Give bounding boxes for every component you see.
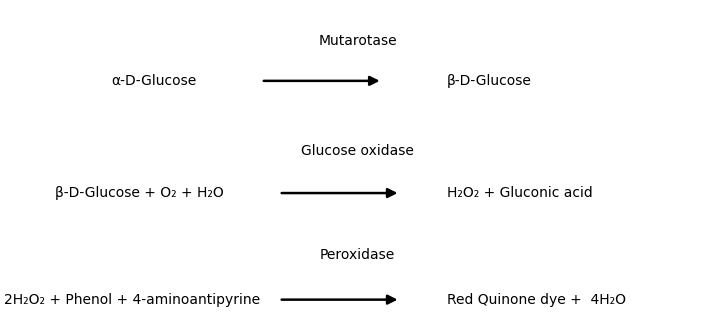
Text: Peroxidase: Peroxidase (320, 248, 395, 262)
Text: β-D-Glucose: β-D-Glucose (447, 74, 532, 88)
Text: Glucose oxidase: Glucose oxidase (301, 145, 414, 158)
Text: β-D-Glucose + O₂ + H₂O: β-D-Glucose + O₂ + H₂O (55, 186, 224, 200)
Text: α-D-Glucose: α-D-Glucose (111, 74, 197, 88)
Text: 2H₂O₂ + Phenol + 4-aminoantipyrine: 2H₂O₂ + Phenol + 4-aminoantipyrine (4, 293, 260, 307)
Text: Red Quinone dye +  4H₂O: Red Quinone dye + 4H₂O (447, 293, 626, 307)
Text: H₂O₂ + Gluconic acid: H₂O₂ + Gluconic acid (447, 186, 593, 200)
Text: Mutarotase: Mutarotase (318, 34, 397, 48)
